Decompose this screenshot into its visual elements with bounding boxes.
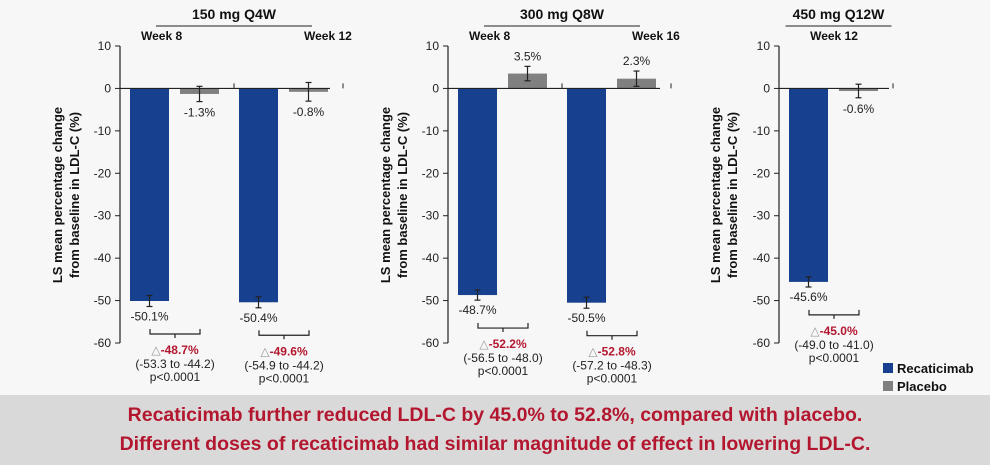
y-tick-label: -20 [422,166,440,180]
placebo-value-label: -0.8% [293,105,325,119]
y-tick-label: -40 [753,251,771,265]
y-tick-label: -50 [753,294,771,308]
y-tick-label: -10 [753,124,771,138]
delta-ci: (-49.0 to -41.0) [794,338,873,352]
y-tick-label: -60 [94,336,112,350]
delta-label: △-52.8% [588,345,636,359]
delta-value: -48.7% [161,343,199,357]
panel-title: 450 mg Q12W [793,6,886,22]
placebo-value-label: 2.3% [623,54,651,68]
recaticimab-bar [789,88,828,282]
legend-label: Placebo [897,379,947,394]
y-tick-label: 0 [432,81,439,95]
comparison-bracket [586,330,638,340]
p-value: p<0.0001 [478,364,529,378]
delta-icon: △ [151,343,161,357]
delta-ci: (-54.9 to -44.2) [244,358,323,372]
p-value: p<0.0001 [259,371,310,385]
y-tick-label: -10 [422,124,440,138]
delta-icon: △ [260,344,270,358]
recaticimab-value-label: -50.5% [567,311,605,325]
y-tick-label: 0 [763,81,770,95]
comparison-bracket [808,309,860,319]
legend-swatch [883,381,893,391]
p-value: p<0.0001 [587,372,638,386]
conclusion-line-2: Different doses of recaticimab had simil… [119,433,871,455]
y-tick-label: -60 [753,336,771,350]
panel-title: 150 mg Q4W [192,6,277,22]
recaticimab-bar [567,88,606,303]
y-tick-label: -30 [422,209,440,223]
y-tick-label: -60 [422,336,440,350]
delta-value: -52.2% [489,337,527,351]
recaticimab-value-label: -48.7% [458,303,496,317]
y-tick-label: 0 [104,81,111,95]
delta-icon: △ [588,345,598,359]
timepoint-label: Week 16 [632,29,680,43]
y-tick-label: 10 [757,39,771,53]
delta-label: △-52.2% [479,337,527,351]
comparison-bracket [477,323,529,333]
y-axis-label: LS mean percentage change from baseline i… [378,107,410,283]
recaticimab-bar [130,88,169,301]
y-tick-label: -40 [422,251,440,265]
y-tick-label: -20 [94,166,112,180]
y-tick-label: -50 [94,294,112,308]
delta-ci: (-56.5 to -48.0) [463,351,542,365]
chart: LS mean percentage change from baseline i… [50,6,974,394]
recaticimab-bar [458,88,497,296]
delta-value: -52.8% [598,345,636,359]
recaticimab-value-label: -50.4% [239,311,277,325]
timepoint-label: Week 8 [141,29,182,43]
y-tick-label: 10 [426,39,440,53]
comparison-bracket [149,328,201,338]
y-tick-label: -40 [94,251,112,265]
delta-value: -45.0% [820,324,858,338]
timepoint-label: Week 8 [469,29,510,43]
delta-label: △-49.6% [260,344,308,358]
conclusion-banner: Recaticimab further reduced LDL-C by 45.… [0,395,990,465]
placebo-value-label: -0.6% [843,102,875,116]
delta-ci: (-53.3 to -44.2) [135,357,214,371]
delta-label: △-45.0% [810,324,858,338]
conclusion-line-1: Recaticimab further reduced LDL-C by 45.… [127,404,863,426]
legend-swatch [883,363,893,373]
timepoint-label: Week 12 [810,29,858,43]
y-tick-label: 10 [98,39,112,53]
y-axis-label: LS mean percentage change from baseline i… [708,107,740,283]
delta-ci: (-57.2 to -48.3) [572,359,651,373]
placebo-value-label: 3.5% [514,49,542,63]
delta-label: △-48.7% [151,343,199,357]
y-tick-label: -30 [94,209,112,223]
y-axis-label: LS mean percentage change from baseline i… [50,107,82,283]
p-value: p<0.0001 [150,370,201,384]
placebo-value-label: -1.3% [184,106,216,120]
comparison-bracket [258,330,310,340]
delta-value: -49.6% [270,344,308,358]
delta-icon: △ [810,324,820,338]
panel-title: 300 mg Q8W [520,6,605,22]
recaticimab-value-label: -45.6% [789,290,827,304]
p-value: p<0.0001 [809,351,860,365]
delta-icon: △ [479,337,489,351]
y-tick-label: -30 [753,209,771,223]
legend-label: Recaticimab [897,361,974,376]
y-tick-label: -50 [422,294,440,308]
y-tick-label: -10 [94,124,112,138]
timepoint-label: Week 12 [304,29,352,43]
y-tick-label: -20 [753,166,771,180]
recaticimab-bar [239,88,278,303]
recaticimab-value-label: -50.1% [130,310,168,324]
